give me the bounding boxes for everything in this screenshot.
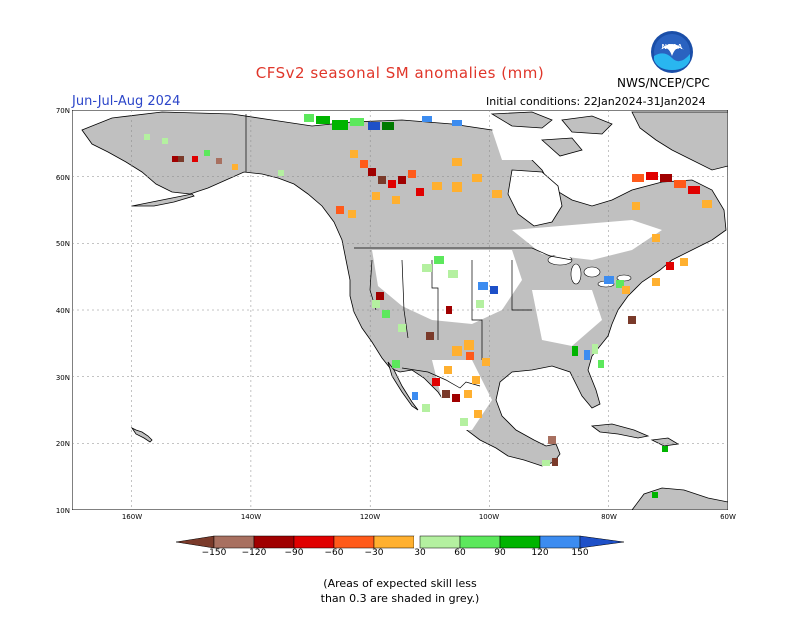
lat-label: 60N: [55, 174, 70, 182]
lon-label: 100W: [478, 513, 500, 521]
lat-label: 30N: [55, 374, 70, 382]
color-legend-bar: [175, 535, 625, 549]
forecast-period: Jun-Jul-Aug 2024: [72, 94, 181, 109]
lon-label: 140W: [240, 513, 262, 521]
legend-label: −90: [284, 548, 304, 558]
skill-note: (Areas of expected skill less than 0.3 a…: [300, 576, 500, 606]
cuba-land: [590, 423, 650, 439]
legend-low-arrow: [175, 535, 215, 549]
noaa-logo-icon: NOAA: [651, 31, 693, 73]
legend-label: 60: [454, 548, 466, 558]
legend-label: 150: [571, 548, 589, 558]
neutral-areas: [372, 130, 662, 430]
baja-california-land: [387, 361, 419, 411]
borders: [245, 114, 573, 389]
map-title: CFSv2 seasonal SM anomalies (mm): [255, 64, 545, 82]
lat-label: 10N: [55, 507, 70, 515]
initial-conditions: Initial conditions: 22Jan2024-31Jan2024: [486, 95, 706, 108]
legend-label: −120: [241, 548, 267, 558]
legend-label: −150: [201, 548, 227, 558]
logo-text: NOAA: [662, 44, 683, 51]
arctic-island-2: [561, 115, 613, 135]
skill-note-line-1: (Areas of expected skill less: [323, 577, 477, 590]
lat-label: 40N: [55, 307, 70, 315]
lat-label: 50N: [55, 240, 70, 248]
legend-label: 120: [531, 548, 549, 558]
lon-label: 80W: [601, 513, 617, 521]
lon-label: 120W: [359, 513, 381, 521]
organization-label: NWS/NCEP/CPC: [617, 76, 710, 90]
arctic-island-3: [541, 137, 583, 157]
legend-label: −60: [324, 548, 344, 558]
legend-label: −30: [364, 548, 384, 558]
aleutian-islands: [131, 193, 195, 207]
lon-label: 60W: [720, 513, 736, 521]
arctic-island-1: [490, 111, 553, 129]
anomaly-cells: [144, 114, 712, 498]
legend-high-arrow: [579, 535, 625, 549]
legend-label: 90: [494, 548, 506, 558]
hawaii-land: [130, 426, 153, 443]
lon-label: 160W: [121, 513, 143, 521]
hispaniola-land: [650, 437, 680, 447]
graticule: [72, 110, 728, 510]
lat-label: 70N: [55, 107, 70, 115]
lat-label: 20N: [55, 440, 70, 448]
legend-label: 30: [414, 548, 426, 558]
soil-moisture-map: [72, 110, 728, 510]
skill-note-line-2: than 0.3 are shaded in grey.): [320, 592, 480, 605]
greenland-land: [631, 111, 728, 171]
